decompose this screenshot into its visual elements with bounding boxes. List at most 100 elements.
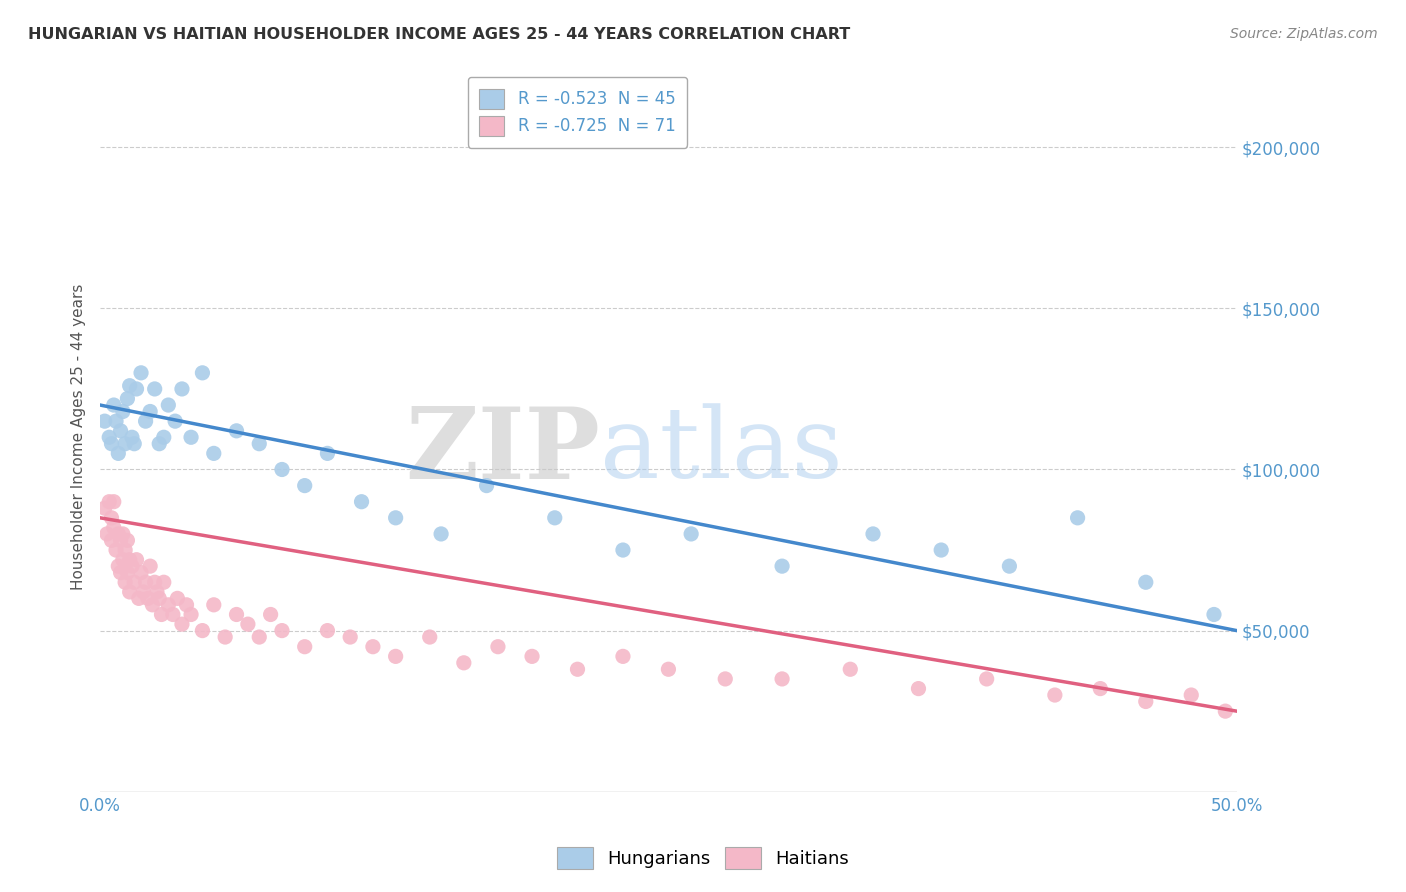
Point — [259, 607, 281, 622]
Point — [544, 511, 567, 525]
Point — [122, 575, 145, 590]
Text: atlas: atlas — [600, 403, 844, 500]
Text: Source: ZipAtlas.com: Source: ZipAtlas.com — [1230, 27, 1378, 41]
Point — [98, 494, 121, 508]
Point — [1135, 694, 1157, 708]
Point — [294, 478, 316, 492]
Point — [612, 543, 634, 558]
Point — [117, 392, 139, 406]
Point — [110, 533, 132, 548]
Point — [152, 430, 174, 444]
Point — [976, 672, 998, 686]
Point — [170, 382, 193, 396]
Point — [419, 630, 441, 644]
Point — [714, 672, 737, 686]
Point — [117, 533, 139, 548]
Point — [114, 543, 136, 558]
Point — [157, 598, 180, 612]
Point — [118, 552, 141, 566]
Point — [180, 607, 202, 622]
Point — [111, 404, 134, 418]
Point — [316, 624, 339, 638]
Point — [612, 649, 634, 664]
Point — [128, 591, 150, 606]
Point — [339, 630, 361, 644]
Point — [148, 436, 170, 450]
Point — [681, 527, 703, 541]
Point — [141, 598, 163, 612]
Point — [125, 552, 148, 566]
Point — [247, 436, 270, 450]
Point — [100, 436, 122, 450]
Point — [998, 559, 1021, 574]
Point — [214, 630, 236, 644]
Point — [114, 436, 136, 450]
Point — [486, 640, 509, 654]
Point — [125, 382, 148, 396]
Point — [1135, 575, 1157, 590]
Point — [93, 414, 115, 428]
Point — [657, 662, 679, 676]
Point — [294, 640, 316, 654]
Point — [453, 656, 475, 670]
Point — [143, 382, 166, 396]
Point — [1215, 704, 1237, 718]
Point — [103, 520, 125, 534]
Point — [166, 591, 188, 606]
Point — [176, 598, 198, 612]
Point — [129, 566, 152, 580]
Point — [1043, 688, 1066, 702]
Point — [1202, 607, 1225, 622]
Point — [132, 585, 155, 599]
Point — [770, 559, 793, 574]
Point — [105, 543, 128, 558]
Point — [567, 662, 589, 676]
Point — [170, 617, 193, 632]
Point — [361, 640, 384, 654]
Point — [430, 527, 453, 541]
Point — [316, 446, 339, 460]
Point — [103, 494, 125, 508]
Point — [96, 527, 118, 541]
Legend: R = -0.523  N = 45, R = -0.725  N = 71: R = -0.523 N = 45, R = -0.725 N = 71 — [468, 77, 688, 148]
Point — [105, 414, 128, 428]
Point — [103, 398, 125, 412]
Point — [165, 414, 187, 428]
Point — [247, 630, 270, 644]
Point — [110, 566, 132, 580]
Point — [121, 559, 143, 574]
Point — [118, 378, 141, 392]
Point — [1090, 681, 1112, 696]
Point — [111, 527, 134, 541]
Text: HUNGARIAN VS HAITIAN HOUSEHOLDER INCOME AGES 25 - 44 YEARS CORRELATION CHART: HUNGARIAN VS HAITIAN HOUSEHOLDER INCOME … — [28, 27, 851, 42]
Point — [129, 366, 152, 380]
Point — [1180, 688, 1202, 702]
Point — [114, 575, 136, 590]
Point — [110, 424, 132, 438]
Point — [180, 430, 202, 444]
Point — [107, 559, 129, 574]
Point — [135, 414, 157, 428]
Point — [111, 552, 134, 566]
Point — [1066, 511, 1088, 525]
Point — [100, 511, 122, 525]
Point — [520, 649, 543, 664]
Legend: Hungarians, Haitians: Hungarians, Haitians — [548, 838, 858, 879]
Point — [122, 436, 145, 450]
Point — [107, 446, 129, 460]
Point — [118, 585, 141, 599]
Point — [475, 478, 498, 492]
Point — [350, 494, 373, 508]
Point — [152, 575, 174, 590]
Point — [862, 527, 884, 541]
Point — [202, 446, 225, 460]
Point — [98, 430, 121, 444]
Point — [121, 430, 143, 444]
Point — [191, 624, 214, 638]
Point — [839, 662, 862, 676]
Point — [162, 607, 184, 622]
Point — [225, 424, 247, 438]
Point — [148, 591, 170, 606]
Point — [225, 607, 247, 622]
Point — [139, 559, 162, 574]
